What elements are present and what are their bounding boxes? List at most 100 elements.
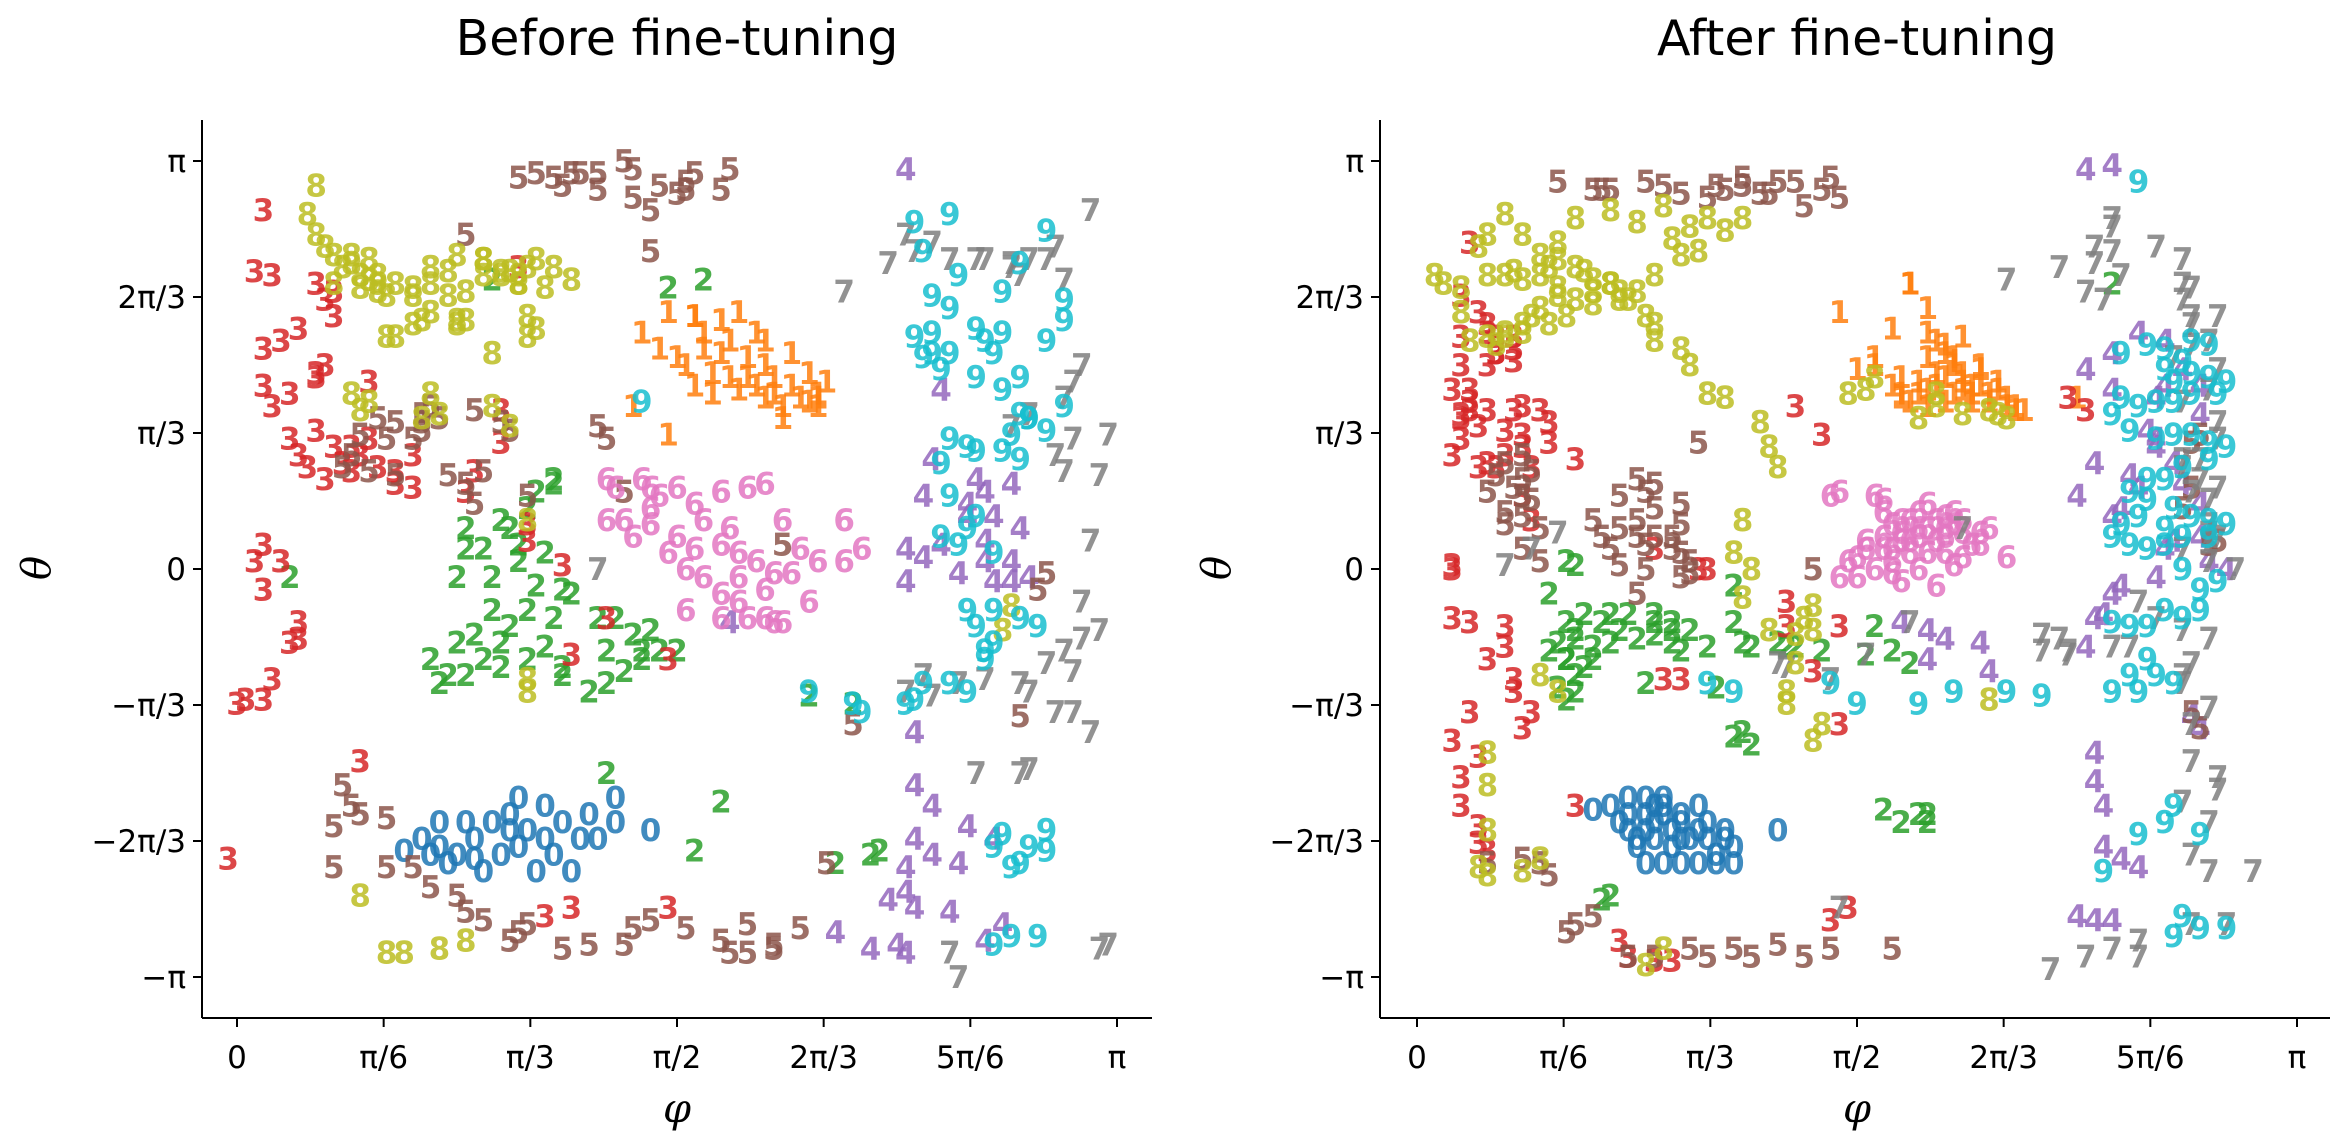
digit-point-9: 9	[983, 625, 1005, 661]
digit-point-8: 8	[481, 389, 503, 425]
digit-point-0: 0	[1688, 789, 1710, 825]
digit-point-6: 6	[1978, 511, 2000, 547]
digit-point-9: 9	[974, 634, 996, 670]
digit-point-9: 9	[2163, 385, 2185, 421]
digit-point-7: 7	[2031, 634, 2053, 670]
x-tick-label: π/3	[1686, 1040, 1735, 1076]
digit-point-7: 7	[1018, 397, 1040, 433]
digit-point-3: 3	[1529, 393, 1551, 429]
digit-point-3: 3	[226, 687, 248, 723]
digit-point-2: 2	[1723, 719, 1745, 755]
digit-point-5: 5	[1653, 168, 1675, 204]
digit-point-1: 1	[1925, 356, 1947, 392]
y-tick-label: 0	[166, 552, 186, 588]
digit-point-2: 2	[543, 601, 565, 637]
digit-point-5: 5	[1009, 699, 1031, 735]
digit-point-9: 9	[992, 275, 1014, 311]
digit-point-3: 3	[1609, 923, 1631, 959]
digit-point-3: 3	[235, 683, 257, 719]
digit-point-5: 5	[1670, 560, 1692, 596]
digit-point-7: 7	[2216, 907, 2238, 943]
digit-point-2: 2	[1591, 605, 1613, 641]
digit-point-5: 5	[376, 801, 398, 837]
digit-point-3: 3	[341, 430, 363, 466]
digit-point-6: 6	[1873, 495, 1895, 531]
digit-point-2: 2	[649, 634, 671, 670]
digit-point-1: 1	[649, 332, 671, 368]
digit-point-7: 7	[2128, 940, 2150, 976]
digit-point-3: 3	[1441, 372, 1463, 408]
digit-point-8: 8	[332, 250, 354, 286]
digit-point-9: 9	[2154, 462, 2176, 498]
digit-point-9: 9	[2110, 336, 2132, 372]
digit-point-3: 3	[1477, 834, 1499, 870]
digit-point-4: 4	[1917, 642, 1939, 678]
digit-point-3: 3	[1521, 695, 1543, 731]
digit-point-3: 3	[402, 438, 424, 474]
digit-point-5: 5	[455, 466, 477, 502]
axes: 0 π/6 π/3 π/2 2π/3 5π/6 π −π −2π/3 −π/3 0 π/3 2π/3 π	[91, 120, 1152, 1076]
digit-point-8: 8	[455, 275, 477, 311]
digit-point-0: 0	[552, 805, 574, 841]
digit-point-8: 8	[1679, 209, 1701, 245]
digit-point-1: 1	[1934, 360, 1956, 396]
digit-point-9: 9	[1009, 246, 1031, 282]
digit-point-3: 3	[1477, 348, 1499, 384]
digit-point-5: 5	[490, 405, 512, 441]
digit-point-8: 8	[1758, 430, 1780, 466]
digit-point-6: 6	[1969, 528, 1991, 564]
x-tick-label: π/2	[653, 1040, 702, 1076]
digit-point-3: 3	[657, 891, 679, 927]
digit-point-2: 2	[1617, 597, 1639, 633]
digit-point-2: 2	[1547, 670, 1569, 706]
x-tick-label: π/2	[1833, 1040, 1882, 1076]
digit-point-2: 2	[1917, 797, 1939, 833]
digit-point-4: 4	[904, 821, 926, 857]
digit-point-4: 4	[921, 789, 943, 825]
digit-point-9: 9	[1027, 919, 1049, 955]
digit-point-2: 2	[613, 654, 635, 690]
digit-point-3: 3	[552, 548, 574, 584]
digit-point-9: 9	[2163, 491, 2185, 527]
digit-point-5: 5	[1512, 842, 1534, 878]
digit-point-0: 0	[1644, 789, 1666, 825]
digit-point-4: 4	[2075, 630, 2097, 666]
digit-point-8: 8	[437, 254, 459, 290]
digit-point-8: 8	[367, 275, 389, 311]
digit-point-5: 5	[1741, 940, 1763, 976]
digit-point-2: 2	[1565, 674, 1587, 710]
digit-point-9: 9	[2172, 601, 2194, 637]
digit-point-6: 6	[1952, 515, 1974, 551]
digit-point-7: 7	[2172, 532, 2194, 568]
digit-point-0: 0	[455, 805, 477, 841]
digit-point-2: 2	[1890, 805, 1912, 841]
digit-point-8: 8	[1529, 258, 1551, 294]
digit-point-7: 7	[2049, 621, 2071, 657]
digit-point-5: 5	[640, 903, 662, 939]
digit-point-3: 3	[1441, 723, 1463, 759]
digit-point-1: 1	[798, 385, 820, 421]
digit-point-5: 5	[710, 923, 732, 959]
digit-point-7: 7	[2075, 275, 2097, 311]
digit-point-9: 9	[2181, 499, 2203, 535]
digit-point-6: 6	[833, 503, 855, 539]
digit-point-3: 3	[261, 389, 283, 425]
digit-point-7: 7	[1018, 674, 1040, 710]
digit-point-4: 4	[2189, 368, 2211, 404]
digit-point-5: 5	[464, 487, 486, 523]
digit-point-3: 3	[517, 523, 539, 559]
digit-point-9: 9	[2198, 328, 2220, 364]
digit-point-6: 6	[763, 605, 785, 641]
digit-point-8: 8	[1635, 948, 1657, 984]
digit-point-4: 4	[2145, 421, 2167, 457]
digit-point-2: 2	[1644, 605, 1666, 641]
digit-point-5: 5	[455, 895, 477, 931]
digit-point-3: 3	[253, 193, 275, 229]
digit-point-9: 9	[1018, 401, 1040, 437]
digit-point-3: 3	[1565, 442, 1587, 478]
digit-point-0: 0	[1679, 821, 1701, 857]
digit-point-9: 9	[1820, 666, 1842, 702]
digit-point-5: 5	[613, 474, 635, 510]
digit-point-2: 2	[1600, 597, 1622, 633]
y-tick-label: −2π/3	[91, 824, 186, 860]
